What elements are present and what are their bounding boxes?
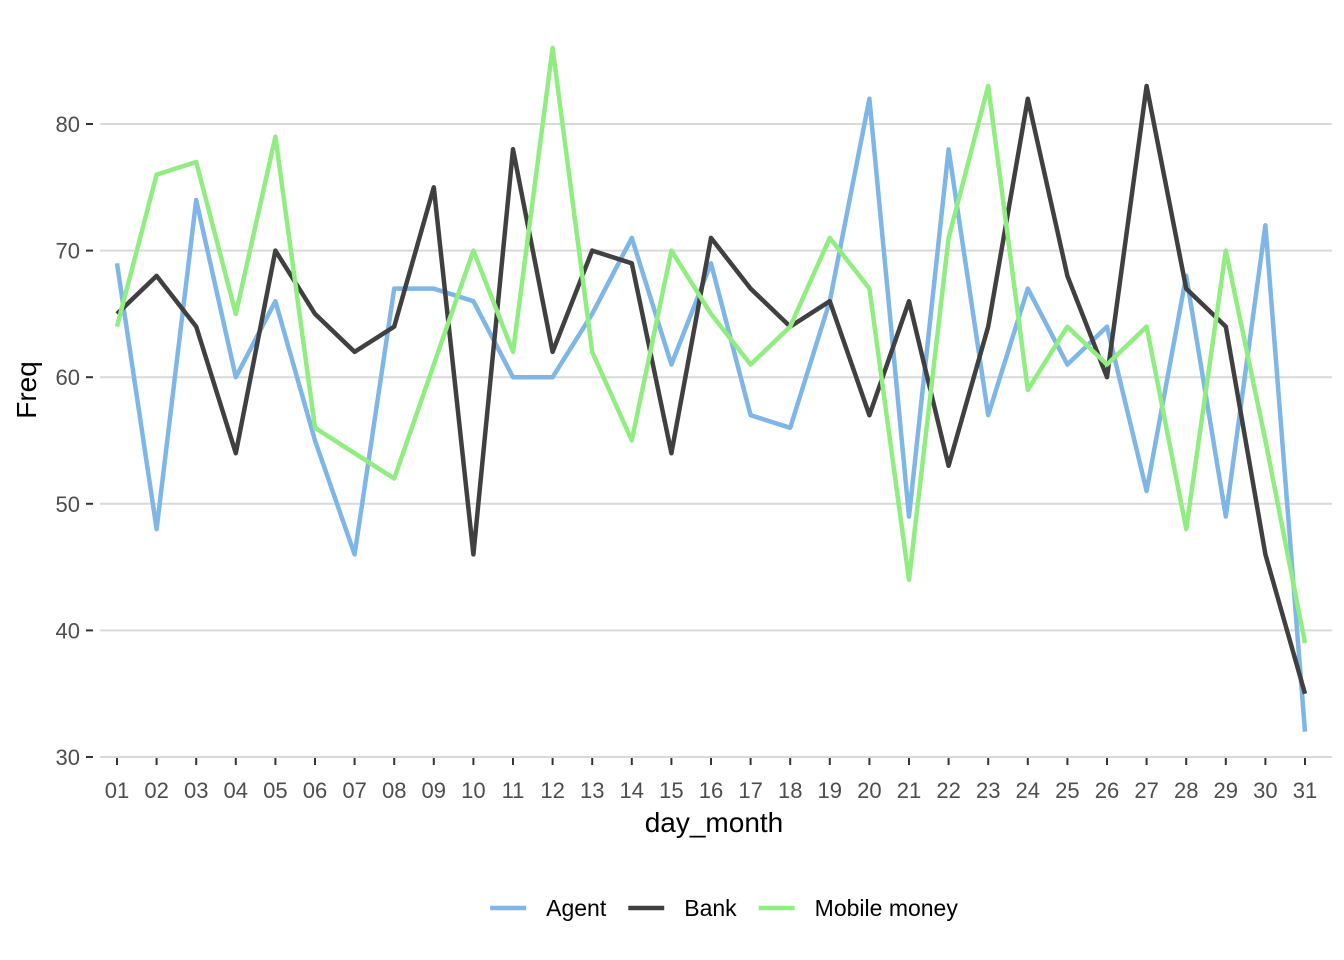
x-tick-label: 17 xyxy=(738,778,762,803)
x-tick-label: 25 xyxy=(1055,778,1079,803)
x-tick-label: 03 xyxy=(184,778,208,803)
x-tick-label: 09 xyxy=(422,778,446,803)
x-tick-label: 13 xyxy=(580,778,604,803)
x-tick-label: 06 xyxy=(303,778,327,803)
legend-label: Agent xyxy=(546,895,607,921)
x-tick-label: 28 xyxy=(1174,778,1198,803)
x-tick-label: 12 xyxy=(540,778,564,803)
x-tick-label: 10 xyxy=(461,778,485,803)
x-tick-label: 11 xyxy=(502,778,525,803)
x-tick-label: 24 xyxy=(1016,778,1040,803)
legend-item-agent: Agent xyxy=(490,895,607,921)
legend-item-bank: Bank xyxy=(628,895,737,921)
x-tick-label: 02 xyxy=(144,778,168,803)
y-tick-label: 40 xyxy=(56,618,80,643)
x-tick-label: 29 xyxy=(1214,778,1238,803)
grid-layer xyxy=(100,123,1332,758)
series-line-mobile-money xyxy=(114,45,1308,644)
x-tick-label: 18 xyxy=(778,778,802,803)
x-tick-label: 04 xyxy=(224,778,248,803)
x-axis: 01 02 03 04 05 06 07 08 09 10 11 12 13 14 15 16 17 18 19 20… xyxy=(105,758,1317,803)
x-tick-label: 19 xyxy=(818,778,842,803)
y-tick-label: 60 xyxy=(56,365,80,390)
x-tick-label: 27 xyxy=(1134,778,1158,803)
y-axis: 30 40 50 60 70 80 xyxy=(56,112,93,770)
y-tick-label: 50 xyxy=(56,492,80,517)
x-tick-label: 15 xyxy=(659,778,683,803)
x-tick-label: 01 xyxy=(105,778,129,803)
legend-label: Mobile money xyxy=(815,895,959,921)
y-tick-label: 30 xyxy=(56,745,80,770)
legend-item-mobile-money: Mobile money xyxy=(758,895,959,921)
x-tick-label: 05 xyxy=(263,778,287,803)
x-tick-label: 20 xyxy=(857,778,881,803)
x-tick-label: 08 xyxy=(382,778,406,803)
x-tick-label: 30 xyxy=(1253,778,1277,803)
y-tick-label: 80 xyxy=(56,112,80,137)
y-tick-label: 70 xyxy=(56,239,80,264)
legend-label: Bank xyxy=(684,895,737,921)
x-tick-label: 07 xyxy=(342,778,366,803)
series-line-agent xyxy=(114,96,1308,732)
x-axis-title: day_month xyxy=(645,807,784,838)
legend: Agent Bank Mobile money xyxy=(490,895,958,921)
x-tick-label: 16 xyxy=(699,778,723,803)
x-tick-label: 23 xyxy=(976,778,1000,803)
series-layer xyxy=(114,45,1308,732)
series-line-bank xyxy=(115,83,1308,695)
x-tick-label: 31 xyxy=(1293,778,1317,803)
x-tick-label: 14 xyxy=(620,778,644,803)
y-axis-title: Freq xyxy=(11,361,42,419)
x-tick-label: 21 xyxy=(897,778,921,803)
x-tick-label: 22 xyxy=(936,778,960,803)
x-tick-label: 26 xyxy=(1095,778,1119,803)
